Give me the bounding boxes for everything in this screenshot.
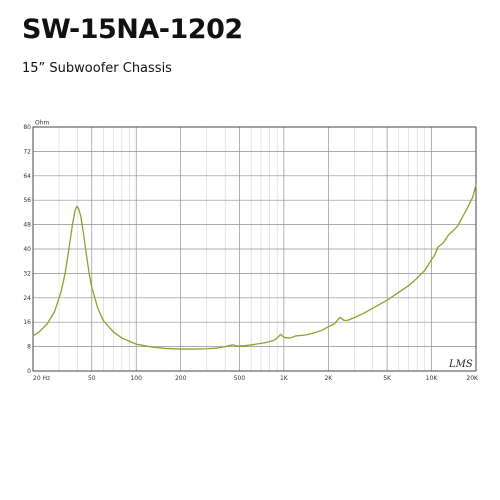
x-tick-label: 5K [383, 375, 392, 382]
chart-subtitle: 15” Subwoofer Chassis [22, 61, 172, 76]
x-tick-label: 500 [234, 375, 246, 382]
y-tick-label: 16 [23, 319, 31, 326]
chart-title: SW-15NA-1202 [22, 14, 243, 45]
y-tick-label: 8 [27, 344, 31, 351]
y-tick-label: 24 [23, 295, 31, 302]
x-tick-label: 50 [88, 375, 96, 382]
x-tick-label: 1K [280, 375, 289, 382]
y-tick-label: 32 [23, 270, 31, 277]
lms-watermark: LMS [448, 359, 473, 370]
plot-frame [32, 126, 477, 372]
y-tick-label: 72 [23, 148, 31, 155]
x-tick-label: 10K [426, 375, 439, 382]
x-tick-label: 20K [466, 375, 479, 382]
y-tick-label: 40 [23, 246, 31, 253]
y-tick-label: 64 [23, 173, 31, 180]
x-tick-label: 20 Hz [33, 375, 50, 382]
y-tick-label: 56 [23, 197, 31, 204]
y-tick-label: 48 [23, 222, 31, 229]
y-tick-label: 0 [27, 368, 31, 375]
y-unit-label: Ohm [35, 120, 50, 127]
impedance-curve [32, 184, 477, 350]
x-tick-label: 100 [130, 375, 142, 382]
x-tick-label: 2K [324, 375, 333, 382]
x-tick-label: 200 [175, 375, 187, 382]
y-tick-label: 80 [23, 124, 31, 131]
